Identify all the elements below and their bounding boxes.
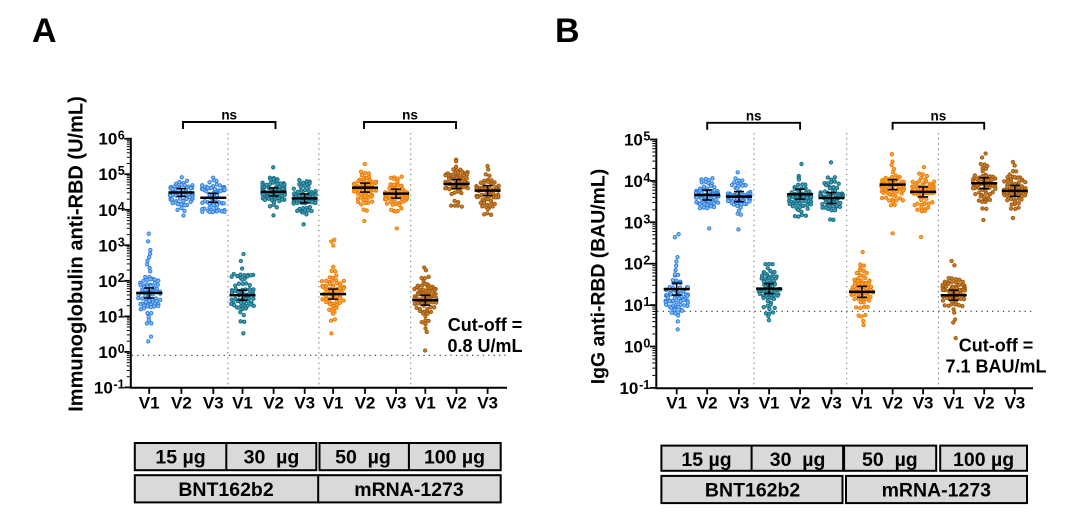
svg-text:-1: -1 [114, 377, 125, 391]
svg-text:10: 10 [624, 213, 643, 232]
svg-text:1: 1 [118, 306, 125, 320]
svg-text:B: B [555, 12, 580, 50]
svg-text:A: A [32, 12, 57, 50]
svg-text:10: 10 [94, 378, 113, 397]
svg-text:10: 10 [98, 307, 117, 326]
svg-text:10: 10 [98, 236, 117, 255]
svg-text:V2: V2 [974, 394, 995, 413]
svg-text:V2: V2 [697, 394, 718, 413]
svg-text:V2: V2 [263, 394, 284, 413]
svg-text:V1: V1 [232, 394, 253, 413]
svg-text:V2: V2 [790, 394, 811, 413]
svg-text:50 µg: 50 µg [335, 447, 391, 469]
svg-text:30 µg: 30 µg [770, 449, 826, 471]
svg-text:V2: V2 [882, 394, 903, 413]
svg-text:10: 10 [98, 201, 117, 220]
svg-text:V3: V3 [294, 394, 315, 413]
svg-text:V1: V1 [323, 394, 344, 413]
svg-text:2: 2 [118, 271, 125, 285]
svg-text:Cut-off =: Cut-off = [959, 336, 1033, 356]
svg-text:ns: ns [931, 108, 947, 123]
svg-text:V1: V1 [666, 394, 687, 413]
svg-text:4: 4 [643, 171, 650, 185]
svg-text:V3: V3 [203, 394, 224, 413]
svg-text:mRNA-1273: mRNA-1273 [882, 480, 992, 502]
svg-text:10: 10 [619, 379, 638, 398]
svg-text:V3: V3 [821, 394, 842, 413]
svg-text:ns: ns [221, 108, 237, 123]
svg-text:V3: V3 [477, 394, 498, 413]
svg-text:4: 4 [118, 200, 125, 214]
svg-text:ns: ns [746, 108, 762, 123]
svg-text:V1: V1 [415, 394, 436, 413]
svg-text:0.8 U/mL: 0.8 U/mL [447, 336, 522, 356]
svg-text:V2: V2 [171, 394, 192, 413]
svg-text:50 µg: 50 µg [862, 449, 918, 471]
svg-text:10: 10 [624, 172, 643, 191]
svg-text:10: 10 [624, 131, 643, 150]
svg-text:10: 10 [98, 130, 117, 149]
svg-text:2: 2 [643, 254, 650, 268]
svg-text:V1: V1 [852, 394, 873, 413]
svg-text:1: 1 [643, 295, 650, 309]
svg-text:mRNA-1273: mRNA-1273 [354, 479, 464, 501]
svg-text:100 µg: 100 µg [953, 449, 1014, 471]
svg-text:V3: V3 [1004, 394, 1025, 413]
svg-text:BNT162b2: BNT162b2 [705, 480, 801, 502]
svg-text:0: 0 [118, 342, 125, 356]
svg-text:10: 10 [98, 165, 117, 184]
svg-text:7.1 BAU/mL: 7.1 BAU/mL [945, 357, 1046, 377]
svg-text:V1: V1 [943, 394, 964, 413]
svg-text:V3: V3 [729, 394, 750, 413]
svg-text:3: 3 [118, 235, 125, 249]
svg-text:15 µg: 15 µg [681, 449, 731, 471]
svg-text:5: 5 [118, 164, 125, 178]
svg-text:100 µg: 100 µg [424, 447, 485, 469]
svg-text:30 µg: 30 µg [244, 447, 300, 469]
svg-text:0: 0 [643, 337, 650, 351]
svg-text:10: 10 [98, 272, 117, 291]
svg-text:5: 5 [643, 130, 650, 144]
svg-text:10: 10 [624, 255, 643, 274]
svg-text:10: 10 [98, 343, 117, 362]
svg-text:6: 6 [118, 129, 125, 143]
svg-text:15 µg: 15 µg [155, 447, 205, 469]
svg-text:IgG anti-RBD (BAU/mL): IgG anti-RBD (BAU/mL) [588, 169, 610, 384]
svg-text:Cut-off =: Cut-off = [448, 315, 522, 335]
svg-text:-1: -1 [639, 378, 650, 392]
svg-text:V3: V3 [386, 394, 407, 413]
svg-text:10: 10 [624, 296, 643, 315]
svg-text:V2: V2 [355, 394, 376, 413]
svg-text:BNT162b2: BNT162b2 [178, 479, 274, 501]
svg-text:V3: V3 [913, 394, 934, 413]
svg-text:V1: V1 [759, 394, 780, 413]
svg-text:V1: V1 [139, 394, 160, 413]
svg-text:3: 3 [643, 212, 650, 226]
svg-text:10: 10 [624, 338, 643, 357]
svg-text:Immunoglobulin anti-RBD (U/mL): Immunoglobulin anti-RBD (U/mL) [66, 96, 88, 412]
svg-text:V2: V2 [446, 394, 467, 413]
svg-text:ns: ns [402, 108, 418, 123]
